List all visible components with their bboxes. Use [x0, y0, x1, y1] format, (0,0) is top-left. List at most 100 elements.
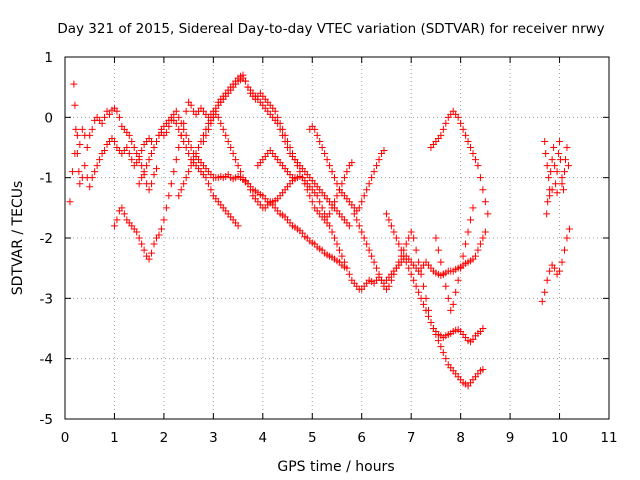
data-point	[437, 131, 445, 139]
x-tick-label: 11	[600, 430, 617, 446]
data-point	[128, 137, 136, 145]
data-point	[439, 270, 447, 278]
data-point	[88, 125, 96, 133]
data-point	[558, 180, 566, 188]
data-point	[479, 325, 487, 332]
data-point	[442, 119, 450, 127]
data-point	[422, 306, 430, 314]
data-point	[204, 180, 212, 188]
data-point	[469, 150, 477, 158]
data-point	[73, 150, 81, 158]
data-point	[185, 168, 193, 176]
series-track-i	[350, 210, 487, 346]
data-point	[333, 240, 341, 248]
data-point	[182, 107, 190, 115]
data-point	[417, 294, 425, 302]
data-point	[437, 258, 445, 266]
data-point	[439, 349, 447, 357]
data-point	[204, 125, 212, 133]
x-tick-label: 7	[407, 430, 416, 446]
data-point	[328, 168, 336, 176]
data-point	[244, 180, 252, 188]
data-point	[457, 119, 465, 127]
data-point	[150, 144, 158, 151]
data-point	[355, 204, 363, 212]
data-point	[454, 276, 462, 284]
data-point	[113, 216, 121, 224]
data-point	[298, 229, 306, 237]
data-point	[212, 107, 220, 115]
data-point	[177, 131, 185, 139]
data-point	[318, 144, 326, 151]
data-point	[481, 198, 489, 206]
data-point	[432, 234, 440, 242]
data-point	[135, 153, 143, 161]
data-point	[479, 234, 487, 242]
data-point	[150, 171, 158, 179]
y-tick-label: -4	[40, 352, 53, 368]
data-point	[234, 222, 242, 230]
data-point	[545, 174, 553, 182]
data-point	[442, 355, 450, 363]
data-point	[187, 162, 195, 170]
data-point	[546, 192, 554, 200]
data-point	[192, 150, 200, 158]
data-point	[152, 165, 160, 173]
data-point	[185, 150, 193, 158]
data-point	[172, 156, 180, 164]
data-point	[476, 240, 484, 248]
data-point	[130, 144, 138, 151]
data-point	[138, 174, 146, 182]
data-point	[560, 186, 568, 194]
chart-title: Day 321 of 2015, Sidereal Day-to-day VTE…	[57, 21, 604, 37]
data-point	[387, 222, 395, 230]
data-point	[284, 144, 292, 151]
data-point	[175, 113, 183, 121]
data-point	[175, 144, 183, 151]
data-point	[390, 270, 398, 278]
data-point	[553, 189, 561, 197]
data-point	[355, 222, 363, 230]
data-point	[395, 240, 403, 248]
data-point	[405, 264, 413, 272]
data-point	[412, 246, 420, 254]
data-point	[484, 210, 492, 218]
data-point	[172, 119, 180, 127]
data-point	[462, 131, 470, 139]
data-point	[125, 150, 133, 158]
data-point	[72, 125, 80, 133]
data-point	[180, 137, 188, 145]
data-point	[326, 210, 334, 218]
data-point	[563, 234, 571, 242]
data-point	[224, 137, 232, 145]
data-point	[180, 180, 188, 188]
series-track-m	[538, 137, 573, 305]
data-point	[543, 276, 551, 284]
x-tick-label: 2	[160, 430, 169, 446]
data-point	[281, 137, 289, 145]
data-point	[382, 210, 390, 218]
data-point	[410, 234, 418, 242]
data-point	[471, 156, 479, 164]
data-point	[195, 144, 203, 151]
data-point	[308, 198, 316, 206]
data-point	[311, 125, 319, 133]
data-point	[338, 252, 346, 260]
data-point	[316, 198, 324, 206]
data-point	[180, 119, 188, 127]
data-point	[442, 282, 450, 290]
data-point	[229, 150, 237, 158]
data-point	[434, 246, 442, 254]
data-point	[333, 192, 341, 200]
data-point	[318, 204, 326, 212]
data-point	[190, 156, 198, 164]
data-point	[199, 137, 207, 145]
data-point	[246, 186, 254, 194]
data-point	[552, 180, 560, 188]
data-point	[561, 156, 569, 164]
x-tick-label: 8	[456, 430, 465, 446]
data-point	[274, 119, 282, 127]
series-track-d	[135, 113, 242, 230]
data-point	[145, 186, 153, 194]
data-point	[556, 137, 564, 145]
